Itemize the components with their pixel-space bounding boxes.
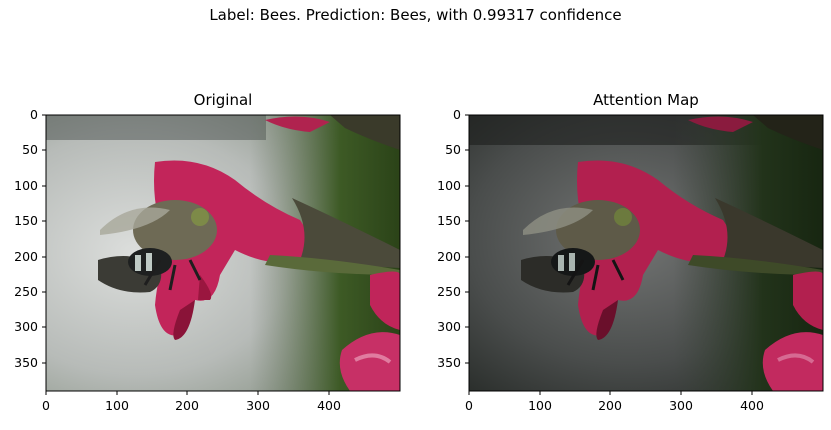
y-tick-label: 0 [30, 107, 38, 122]
photo-original [46, 115, 400, 391]
x-tick-label: 100 [528, 398, 552, 413]
y-axis-ticks-original: 0 50 100 150 200 250 300 350 [14, 107, 46, 370]
y-tick-label: 50 [22, 142, 38, 157]
x-tick-label: 200 [598, 398, 622, 413]
y-tick-label: 150 [14, 213, 38, 228]
x-tick-label: 400 [740, 398, 764, 413]
y-tick-label: 150 [437, 213, 461, 228]
y-tick-label: 350 [14, 355, 38, 370]
y-tick-label: 100 [437, 178, 461, 193]
photo-attention-map [469, 115, 823, 391]
y-tick-label: 350 [437, 355, 461, 370]
y-tick-label: 300 [14, 319, 38, 334]
panel-original: 0 50 100 150 200 250 300 350 0 100 200 3… [14, 107, 401, 413]
y-tick-label: 0 [453, 107, 461, 122]
x-tick-label: 200 [175, 398, 199, 413]
y-tick-label: 250 [437, 284, 461, 299]
panel-title-attention-map: Attention Map [593, 91, 699, 109]
x-tick-label: 0 [465, 398, 473, 413]
y-tick-label: 200 [437, 249, 461, 264]
panel-attention-map: 0 50 100 150 200 250 300 350 0 100 200 3… [437, 107, 824, 413]
y-tick-label: 300 [437, 319, 461, 334]
y-tick-label: 100 [14, 178, 38, 193]
x-tick-label: 100 [105, 398, 129, 413]
x-tick-label: 400 [317, 398, 341, 413]
x-tick-label: 300 [669, 398, 693, 413]
figure-title: Label: Bees. Prediction: Bees, with 0.99… [209, 6, 622, 24]
x-axis-ticks-original: 0 100 200 300 400 [42, 391, 341, 413]
y-axis-ticks-attention: 0 50 100 150 200 250 300 350 [437, 107, 469, 370]
y-tick-label: 250 [14, 284, 38, 299]
x-tick-label: 300 [246, 398, 270, 413]
x-tick-label: 0 [42, 398, 50, 413]
y-tick-label: 200 [14, 249, 38, 264]
panel-title-original: Original [193, 91, 253, 109]
x-axis-ticks-attention: 0 100 200 300 400 [465, 391, 764, 413]
y-tick-label: 50 [445, 142, 461, 157]
